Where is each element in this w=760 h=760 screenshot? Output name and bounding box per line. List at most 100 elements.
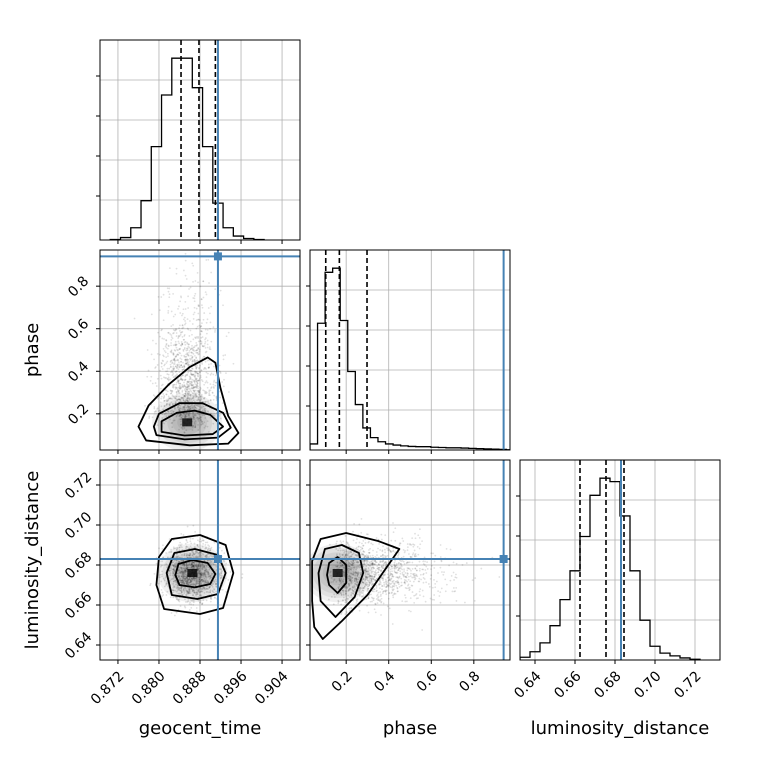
scatter-point	[186, 399, 189, 402]
scatter-point	[377, 547, 379, 550]
scatter-point	[185, 545, 188, 548]
scatter-point	[196, 593, 199, 596]
y-tick-label: 0.68	[62, 549, 95, 582]
scatter-point	[378, 583, 381, 586]
scatter-point	[395, 584, 398, 587]
scatter-point	[194, 565, 197, 567]
scatter-point	[150, 313, 153, 316]
scatter-point	[333, 578, 336, 581]
scatter-point	[367, 573, 370, 576]
scatter-point	[399, 562, 402, 565]
scatter-point	[181, 581, 184, 584]
scatter-point	[206, 573, 209, 576]
scatter-point	[394, 571, 397, 574]
scatter-point	[178, 365, 181, 368]
scatter-point	[342, 591, 345, 593]
scatter-point	[186, 388, 189, 391]
scatter-point	[184, 340, 187, 343]
scatter-point	[169, 397, 171, 400]
scatter-point	[186, 589, 188, 592]
scatter-point	[198, 390, 201, 393]
scatter-point	[199, 579, 202, 582]
scatter-point	[387, 576, 390, 579]
scatter-point	[180, 423, 183, 426]
scatter-point	[372, 567, 375, 570]
scatter-point	[367, 596, 370, 599]
scatter-point	[178, 389, 181, 392]
scatter-point	[202, 573, 205, 576]
scatter-point	[397, 553, 400, 556]
scatter-point	[195, 394, 197, 396]
scatter-point	[160, 405, 163, 408]
scatter-point	[193, 295, 196, 297]
scatter-point	[180, 543, 183, 546]
hist-bar	[600, 478, 610, 660]
scatter-point	[184, 414, 187, 417]
scatter-point	[423, 578, 426, 580]
scatter-point	[191, 589, 194, 592]
scatter-point	[197, 396, 200, 399]
scatter-point	[189, 579, 192, 582]
scatter-point	[187, 579, 190, 581]
scatter-point	[196, 593, 199, 595]
scatter-point	[197, 568, 200, 571]
scatter-point	[382, 560, 384, 562]
scatter-point	[196, 372, 199, 375]
scatter-point	[352, 568, 355, 571]
scatter-point	[202, 586, 204, 589]
scatter-point	[147, 369, 150, 372]
scatter-point	[171, 426, 174, 429]
scatter-point	[364, 582, 367, 585]
scatter-point	[193, 562, 196, 565]
scatter-point	[206, 318, 209, 321]
scatter-point	[414, 554, 416, 556]
scatter-point	[416, 545, 419, 548]
scatter-point	[379, 595, 382, 597]
scatter-point	[197, 565, 200, 568]
scatter-point	[209, 591, 212, 593]
y-tick-label: 0.2	[65, 401, 92, 428]
scatter-point	[192, 406, 195, 409]
truth-marker	[499, 555, 508, 563]
scatter-point	[194, 364, 197, 367]
scatter-point	[210, 560, 213, 563]
scatter-point	[433, 598, 436, 601]
scatter-point	[146, 349, 149, 351]
scatter-point	[355, 541, 358, 544]
scatter-point	[193, 405, 196, 408]
scatter-point	[339, 562, 342, 565]
scatter-point	[194, 370, 197, 373]
scatter-point	[202, 579, 205, 582]
scatter-point	[386, 549, 389, 551]
scatter-point	[178, 330, 181, 332]
scatter-point	[161, 368, 164, 370]
scatter-point	[201, 590, 204, 593]
scatter-point	[397, 551, 400, 554]
scatter-point	[195, 387, 198, 389]
scatter-point	[171, 390, 174, 392]
scatter-point	[377, 571, 380, 574]
scatter-point	[180, 360, 182, 363]
scatter-point	[419, 528, 421, 531]
scatter-point	[188, 363, 191, 366]
scatter-point	[183, 567, 185, 570]
scatter-point	[209, 597, 212, 600]
scatter-point	[191, 554, 194, 557]
scatter-point	[335, 542, 338, 545]
scatter-point	[362, 586, 365, 589]
scatter-point	[358, 571, 361, 574]
scatter-point	[192, 313, 195, 316]
scatter-point	[201, 603, 203, 605]
scatter-point	[203, 586, 206, 589]
scatter-point	[350, 606, 352, 609]
scatter-point	[372, 562, 375, 565]
scatter-point	[152, 339, 154, 342]
scatter-point	[353, 580, 356, 583]
scatter-point	[395, 566, 398, 569]
scatter-point	[368, 582, 371, 584]
hist-bar	[386, 444, 394, 450]
scatter-point	[347, 552, 349, 555]
scatter-point	[337, 586, 340, 589]
scatter-point	[183, 381, 185, 384]
scatter-point	[348, 577, 351, 580]
